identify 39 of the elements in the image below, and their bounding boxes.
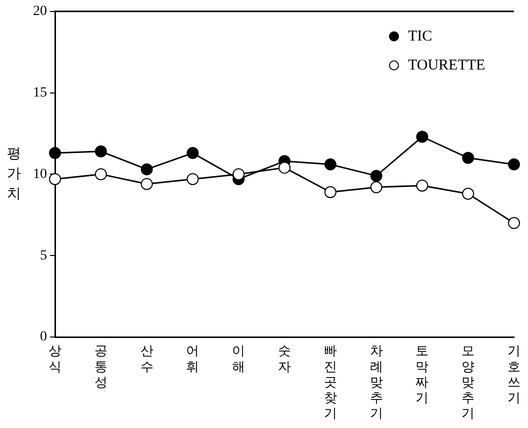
point bbox=[49, 147, 61, 160]
y-tick-label: 15 bbox=[33, 85, 47, 100]
point bbox=[462, 152, 474, 164]
point bbox=[508, 217, 520, 230]
x-tick-label: 모양맞추기 bbox=[462, 343, 475, 421]
point bbox=[186, 173, 199, 186]
x-tick-label: 이해 bbox=[232, 343, 246, 374]
point bbox=[49, 173, 61, 186]
point bbox=[94, 145, 107, 158]
x-tick-label: 차례맞추기 bbox=[370, 343, 383, 421]
x-tick-label: 빠진곳찾기 bbox=[324, 343, 337, 421]
y-tick-label: 20 bbox=[33, 4, 47, 20]
point bbox=[140, 178, 153, 190]
point bbox=[140, 163, 153, 176]
legend-label: TOURETTE bbox=[408, 57, 486, 74]
x-tick-label: 기호쓰기 bbox=[508, 343, 520, 406]
point bbox=[370, 181, 382, 194]
x-tick-label: 상식 bbox=[48, 343, 62, 374]
point bbox=[416, 180, 428, 192]
point bbox=[232, 168, 245, 180]
point bbox=[186, 147, 199, 160]
point bbox=[324, 186, 336, 198]
point bbox=[278, 162, 290, 174]
y-tick-label: 0 bbox=[40, 330, 47, 345]
x-tick-label: 산수 bbox=[140, 343, 154, 374]
legend-label: TIC bbox=[408, 28, 432, 44]
point bbox=[324, 158, 336, 170]
point bbox=[462, 188, 474, 200]
point bbox=[94, 168, 107, 180]
point bbox=[508, 158, 520, 170]
x-tick-label: 숫자 bbox=[278, 343, 291, 374]
x-tick-label: 어휘 bbox=[186, 343, 200, 374]
point bbox=[416, 130, 428, 143]
x-tick-label: 공통성 bbox=[94, 343, 108, 390]
y-tick-label: 5 bbox=[40, 248, 47, 264]
y-tick-label: 10 bbox=[33, 166, 47, 182]
point bbox=[370, 170, 382, 182]
x-tick-label: 토막짜기 bbox=[416, 343, 429, 406]
y-axis-title: 평가치 bbox=[7, 146, 21, 202]
